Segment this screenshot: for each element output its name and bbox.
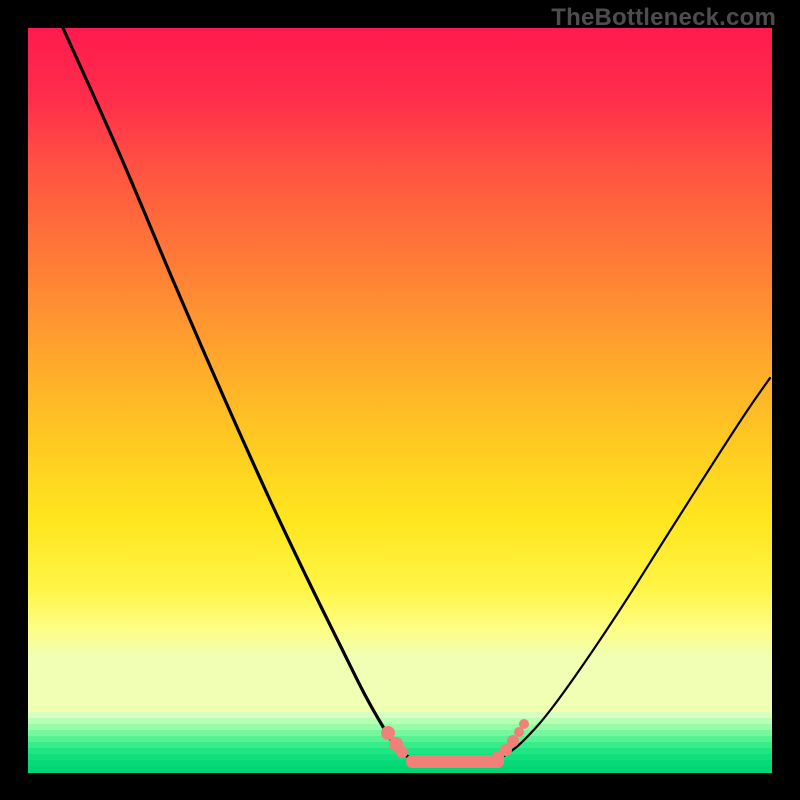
bottom-stripes — [28, 712, 772, 772]
watermark-text: TheBottleneck.com — [551, 4, 776, 32]
stripe — [28, 766, 772, 773]
gradient-area — [28, 28, 772, 712]
chart-stage: TheBottleneck.com — [0, 0, 800, 800]
